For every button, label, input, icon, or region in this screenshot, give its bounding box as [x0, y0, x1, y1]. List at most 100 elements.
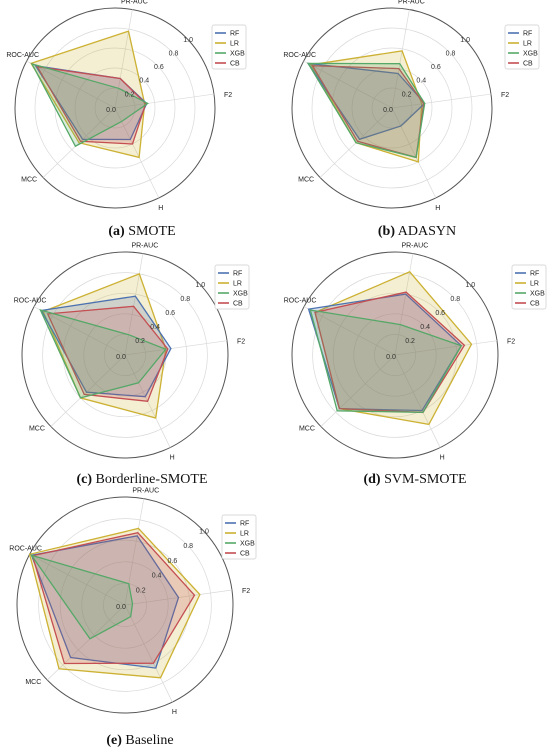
- spoke-line: [114, 93, 215, 109]
- spoke-line: [124, 604, 173, 703]
- legend: RF LR XGB CB: [511, 264, 547, 310]
- outer-circle: [291, 251, 499, 459]
- grid-circle: [59, 539, 191, 671]
- legend-box: [511, 264, 547, 310]
- legend-label-xgb: XGB: [523, 51, 538, 58]
- grid-circle: [83, 313, 167, 397]
- spoke-line: [29, 553, 126, 606]
- legend-label-cb: CB: [233, 301, 243, 308]
- axis-label-h: H: [435, 205, 440, 212]
- series-rf-area: [307, 293, 463, 412]
- radial-tick-label: 0.8: [180, 296, 190, 303]
- axis-label-pr-auc: PR-AUC: [398, 0, 425, 6]
- axis-label-roc-auc: ROC-AUC: [14, 298, 47, 305]
- legend-label-rf: RF: [233, 271, 242, 278]
- axis-label-mcc: MCC: [29, 426, 45, 433]
- legend-label-cb: CB: [230, 61, 240, 68]
- grid-circle: [353, 313, 437, 397]
- axis-label-f2: F2: [237, 339, 245, 346]
- axis-label-pr-auc: PR-AUC: [132, 488, 159, 495]
- spoke-line: [303, 306, 396, 356]
- radial-tick-label: 0.8: [169, 50, 179, 57]
- radial-tick-label: 0.6: [435, 310, 445, 317]
- radial-tick-label: 0.6: [431, 64, 441, 71]
- caption-adasyn: (b) ADASYN: [377, 224, 457, 239]
- radial-tick-label: 0.6: [154, 64, 164, 71]
- legend-label-cb: CB: [530, 301, 540, 308]
- radial-tick-label: 0.8: [446, 50, 456, 57]
- grid-circle: [332, 292, 458, 418]
- axis-label-roc-auc: ROC-AUC: [6, 52, 39, 59]
- legend-label-lr: LR: [230, 41, 239, 48]
- axis-label-mcc: MCC: [25, 679, 41, 686]
- radial-tick-label: 1.0: [199, 528, 209, 535]
- axis-label-pr-auc: PR-AUC: [401, 243, 428, 250]
- radial-tick-label: 0.4: [416, 78, 426, 85]
- legend-label-rf: RF: [240, 521, 249, 528]
- legend-label-cb: CB: [240, 551, 250, 558]
- series-rf-area: [40, 295, 172, 398]
- series-cb-area: [31, 531, 196, 665]
- caption-svm-smote: (d) SVM-SMOTE: [363, 472, 467, 487]
- axis-label-roc-auc: ROC-AUC: [9, 545, 42, 552]
- legend-label-rf: RF: [530, 271, 539, 278]
- legend-box: [221, 514, 257, 560]
- axis-label-f2: F2: [507, 339, 515, 346]
- axis-label-h: H: [440, 455, 445, 462]
- axis-label-mcc: MCC: [299, 426, 315, 433]
- grid-circle: [42, 272, 208, 438]
- grid-circle: [38, 518, 212, 692]
- spoke-line: [47, 604, 126, 681]
- radial-tick-label: 0.0: [116, 604, 126, 611]
- legend-label-lr: LR: [530, 281, 539, 288]
- legend: RF LR XGB CB: [214, 264, 250, 310]
- grid-circle: [81, 561, 169, 649]
- grid-circle: [74, 67, 156, 149]
- legend-label-xgb: XGB: [233, 291, 248, 298]
- radar-chart-4: 0.0 0.2 0.4 0.6 0.8 1.0 PR-AUC F2 H MCC ROC-AUC RF L…: [284, 243, 547, 462]
- radial-tick-label: 0.2: [135, 338, 145, 345]
- radial-tick-label: 0.2: [125, 91, 135, 98]
- spoke-line: [391, 9, 410, 109]
- spoke-line: [391, 107, 437, 199]
- spoke-line: [124, 498, 145, 606]
- radial-tick-label: 1.0: [465, 282, 475, 289]
- legend-label-xgb: XGB: [530, 291, 545, 298]
- axis-label-h: H: [172, 709, 177, 716]
- radial-tick-label: 0.0: [383, 107, 393, 114]
- series-cb-area: [311, 65, 425, 159]
- legend-label-cb: CB: [523, 61, 533, 68]
- radial-tick-label: 0.2: [136, 587, 146, 594]
- grid-circle: [62, 292, 188, 418]
- spoke-line: [114, 107, 160, 199]
- axis-label-f2: F2: [224, 92, 232, 99]
- legend-box: [214, 264, 250, 310]
- radial-tick-label: 0.8: [450, 296, 460, 303]
- axis-label-roc-auc: ROC-AUC: [283, 52, 316, 59]
- radial-tick-label: 0.0: [386, 354, 396, 361]
- radial-tick-label: 0.2: [402, 91, 412, 98]
- axis-label-h: H: [158, 205, 163, 212]
- series-cb-area: [314, 291, 466, 414]
- radar-chart-2: 0.0 0.2 0.4 0.6 0.8 1.0 PR-AUC F2 H MCC ROC-AUC RF L…: [283, 0, 540, 212]
- legend-label-xgb: XGB: [240, 541, 255, 548]
- radial-tick-label: 0.0: [106, 107, 116, 114]
- axis-label-f2: F2: [242, 588, 250, 595]
- grid-circle: [94, 87, 136, 129]
- radial-tick-label: 1.0: [195, 282, 205, 289]
- legend: RF LR XGB CB: [211, 24, 247, 70]
- axis-label-mcc: MCC: [298, 176, 314, 183]
- legend-label-xgb: XGB: [230, 51, 245, 58]
- caption-smote: (a) SMOTE: [108, 224, 176, 239]
- caption-borderline-smote: (c) Borderline-SMOTE: [76, 472, 208, 487]
- grid-circle: [371, 87, 413, 129]
- grid-circle: [104, 334, 146, 376]
- radar-chart-1: 0.0 0.2 0.4 0.6 0.8 1.0 PR-AUC F2 H MCC ROC-AUC RF L…: [6, 0, 247, 212]
- radial-tick-label: 0.8: [183, 543, 193, 550]
- grid-circle: [312, 272, 478, 438]
- axis-label-h: H: [170, 455, 175, 462]
- series-xgb-area: [306, 62, 426, 159]
- radial-tick-label: 0.6: [168, 558, 178, 565]
- series-lr-area: [30, 30, 146, 159]
- radial-tick-label: 0.2: [405, 338, 415, 345]
